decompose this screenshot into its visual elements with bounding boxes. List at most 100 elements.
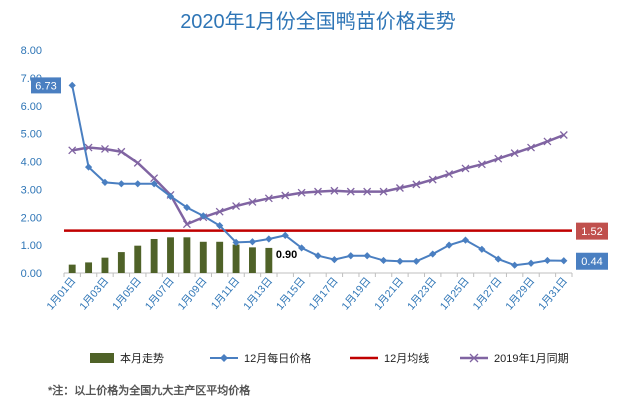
daily-price-point (379, 256, 388, 265)
last-year-point (346, 187, 355, 196)
last-year-point (461, 164, 470, 173)
legend-swatch-bar (90, 353, 114, 363)
x-tick-label: 1月29日 (503, 275, 537, 312)
daily-price-point (166, 192, 175, 200)
last-year-point (445, 170, 454, 179)
legend-swatch-last-year-marker (469, 353, 479, 363)
daily-price-point (445, 241, 453, 249)
first-price-label-box (31, 77, 61, 94)
last-year-point (395, 184, 404, 192)
bar (68, 264, 76, 273)
x-tick-label: 1月01日 (45, 275, 79, 312)
daily-price-point (560, 257, 568, 265)
daily-price-point (281, 231, 289, 239)
y-tick-label: 4.00 (21, 157, 42, 169)
bar (183, 237, 191, 273)
daily-price-point (216, 222, 224, 230)
last-year-point (232, 202, 241, 211)
daily-price-point (134, 180, 142, 188)
bar (134, 245, 142, 273)
last-year-series (68, 131, 568, 229)
x-tick-label: 1月31日 (536, 275, 570, 312)
last-year-point (215, 207, 224, 216)
bar (85, 262, 93, 273)
x-tick-label: 1月23日 (405, 275, 439, 312)
x-tick-label: 1月17日 (307, 275, 341, 312)
daily-price-point (494, 255, 502, 263)
daily-price-point (412, 257, 420, 265)
legend: 本月走势 12月每日价格 12月均线 2019年1月同期 (90, 351, 569, 365)
bar (216, 241, 224, 273)
footnote: *注：以上价格为全国九大主产区平均价格 (48, 383, 251, 397)
last-year-point (84, 143, 93, 152)
bar-series-monthly-trend (68, 237, 273, 273)
daily-price-point (478, 245, 486, 253)
last-year-point (182, 220, 191, 229)
last-year-point (510, 149, 519, 158)
x-tick-label: 1月19日 (339, 275, 373, 312)
last-year-point (150, 174, 159, 183)
last-year-point (559, 131, 568, 139)
last-year-point (314, 187, 322, 196)
daily-price-point (396, 257, 404, 265)
y-tick-label: 1.00 (21, 240, 42, 252)
daily-price-point (298, 244, 306, 252)
y-tick-label: 6.00 (21, 101, 42, 113)
last-year-point (379, 187, 388, 196)
daily-price-point (461, 236, 470, 244)
last-year-point (330, 186, 339, 195)
x-tick-label: 1月09日 (176, 275, 210, 312)
daily-price-point (347, 252, 355, 260)
x-tick-label: 1月21日 (372, 275, 406, 312)
bar (101, 257, 109, 273)
x-tick-label: 1月11日 (209, 275, 242, 312)
last-year-point (477, 160, 486, 169)
x-tick-label: 1月13日 (241, 275, 275, 312)
bar (117, 252, 125, 273)
last-year-point (494, 154, 503, 163)
bar (199, 241, 207, 273)
last-year-point (412, 180, 421, 189)
bar (167, 237, 174, 273)
daily-price-point (183, 203, 191, 212)
legend-label: 12月每日价格 (244, 351, 311, 365)
last-year-point (363, 187, 372, 196)
daily-price-point (429, 250, 437, 258)
daily-price-point (232, 238, 240, 246)
legend-label: 2019年1月同期 (494, 351, 569, 365)
x-tick-label: 1月25日 (438, 275, 472, 312)
daily-price-point (117, 180, 125, 188)
last-year-point (101, 144, 109, 153)
legend-label: 本月走势 (120, 351, 164, 365)
daily-price-point (199, 212, 207, 220)
daily-price-point (248, 238, 257, 246)
daily-price-series (68, 81, 568, 269)
bar-last-value-label: 0.90 (276, 249, 297, 261)
x-tick-label: 1月07日 (143, 275, 177, 312)
last-year-line (71, 133, 565, 226)
y-tick-label: 2.00 (21, 212, 42, 224)
daily-price-point (543, 256, 552, 265)
daily-price-point (101, 178, 109, 187)
y-tick-label: 8.00 (21, 45, 42, 57)
last-price-label: 0.44 (581, 256, 602, 268)
average-value-label-box (576, 222, 608, 240)
legend-swatch-daily-marker (220, 354, 228, 362)
legend-label: 12月均线 (384, 351, 429, 365)
last-year-point (297, 188, 306, 197)
last-price-label-box (576, 252, 608, 270)
last-year-point (117, 147, 126, 156)
x-tick-label: 1月27日 (471, 275, 505, 312)
daily-price-point (330, 256, 338, 264)
daily-price-point (314, 252, 322, 260)
x-tick-label: 1月15日 (274, 275, 308, 312)
daily-price-point (527, 259, 535, 267)
y-tick-label: 5.00 (21, 129, 42, 141)
daily-price-point (511, 261, 519, 269)
daily-price-point (363, 252, 371, 260)
bar (150, 238, 158, 273)
bar (232, 244, 240, 273)
